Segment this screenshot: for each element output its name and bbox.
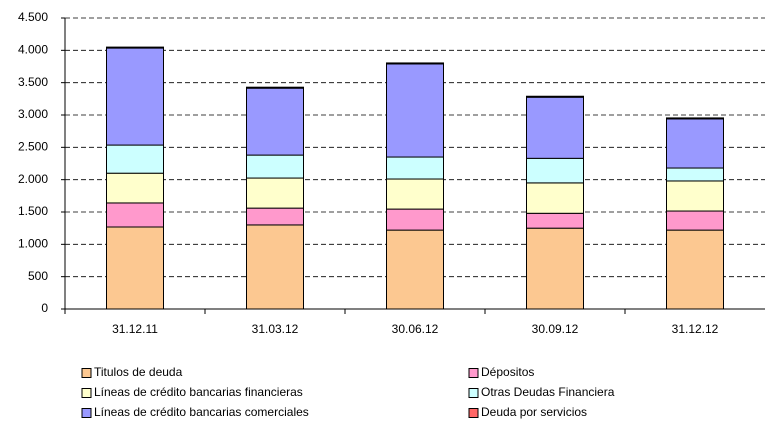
bar-segment <box>246 87 304 156</box>
bar-segment <box>386 208 444 231</box>
legend-swatch <box>468 408 479 418</box>
bar-segment <box>106 226 164 310</box>
bar-segment <box>386 178 444 210</box>
bar-segment <box>106 172 164 204</box>
bar-segment <box>386 62 444 65</box>
bar-segment <box>666 210 724 231</box>
bar-segment <box>246 224 304 310</box>
bar-segment <box>666 167 724 182</box>
legend-swatch <box>81 388 92 398</box>
bar-segment <box>526 157 584 184</box>
y-tick-label: 4.000 <box>18 43 48 57</box>
legend-swatch <box>468 368 479 378</box>
bar-segment <box>246 207 304 226</box>
bar-segment <box>246 86 304 89</box>
x-tick-label: 30.09.12 <box>532 322 579 336</box>
legend-swatch <box>468 388 479 398</box>
bar-segment <box>106 202 164 228</box>
bar-segment <box>526 212 584 229</box>
bar-segment <box>526 227 584 310</box>
legend-swatch <box>81 408 92 418</box>
bar-segment <box>666 117 724 120</box>
y-tick-label: 3.500 <box>18 75 48 89</box>
x-tick-label: 31.03.12 <box>252 322 299 336</box>
bar-segment <box>526 95 584 98</box>
y-tick-label: 1.500 <box>18 204 48 218</box>
bar-segment <box>526 96 584 159</box>
bar-segment <box>106 47 164 146</box>
bar-segment <box>246 154 304 179</box>
y-tick-label: 500 <box>28 269 48 283</box>
legend-label: Dépositos <box>481 365 534 379</box>
y-tick-label: 2.000 <box>18 172 48 186</box>
bar-segment <box>666 229 724 310</box>
x-tick-label: 31.12.12 <box>672 322 719 336</box>
bar-segment <box>666 118 724 169</box>
legend-label: Titulos de deuda <box>94 365 183 379</box>
y-tick-label: 2.500 <box>18 140 48 154</box>
bar-segment <box>246 177 304 209</box>
y-tick-label: 3.000 <box>18 107 48 121</box>
x-tick-label: 31.12.11 <box>112 322 158 336</box>
legend-label: Otras Deudas Financiera <box>481 385 615 399</box>
y-tick-label: 0 <box>41 301 48 315</box>
bar-segment <box>386 63 444 158</box>
x-tick-label: 30.06.12 <box>392 322 439 336</box>
legend-swatch <box>81 368 92 378</box>
bar-segment <box>526 182 584 214</box>
bar-segment <box>106 144 164 174</box>
bar-segment <box>386 156 444 180</box>
legend-label: Deuda por servicios <box>481 405 587 419</box>
y-tick-label: 1.000 <box>18 237 48 251</box>
y-tick-label: 4.500 <box>18 10 48 24</box>
bar-segment <box>386 229 444 310</box>
legend-label: Líneas de crédito bancarias comerciales <box>94 405 309 419</box>
legend-label: Líneas de crédito bancarias financieras <box>94 385 303 399</box>
bar-segment <box>666 180 724 212</box>
bar-segment <box>106 46 164 49</box>
